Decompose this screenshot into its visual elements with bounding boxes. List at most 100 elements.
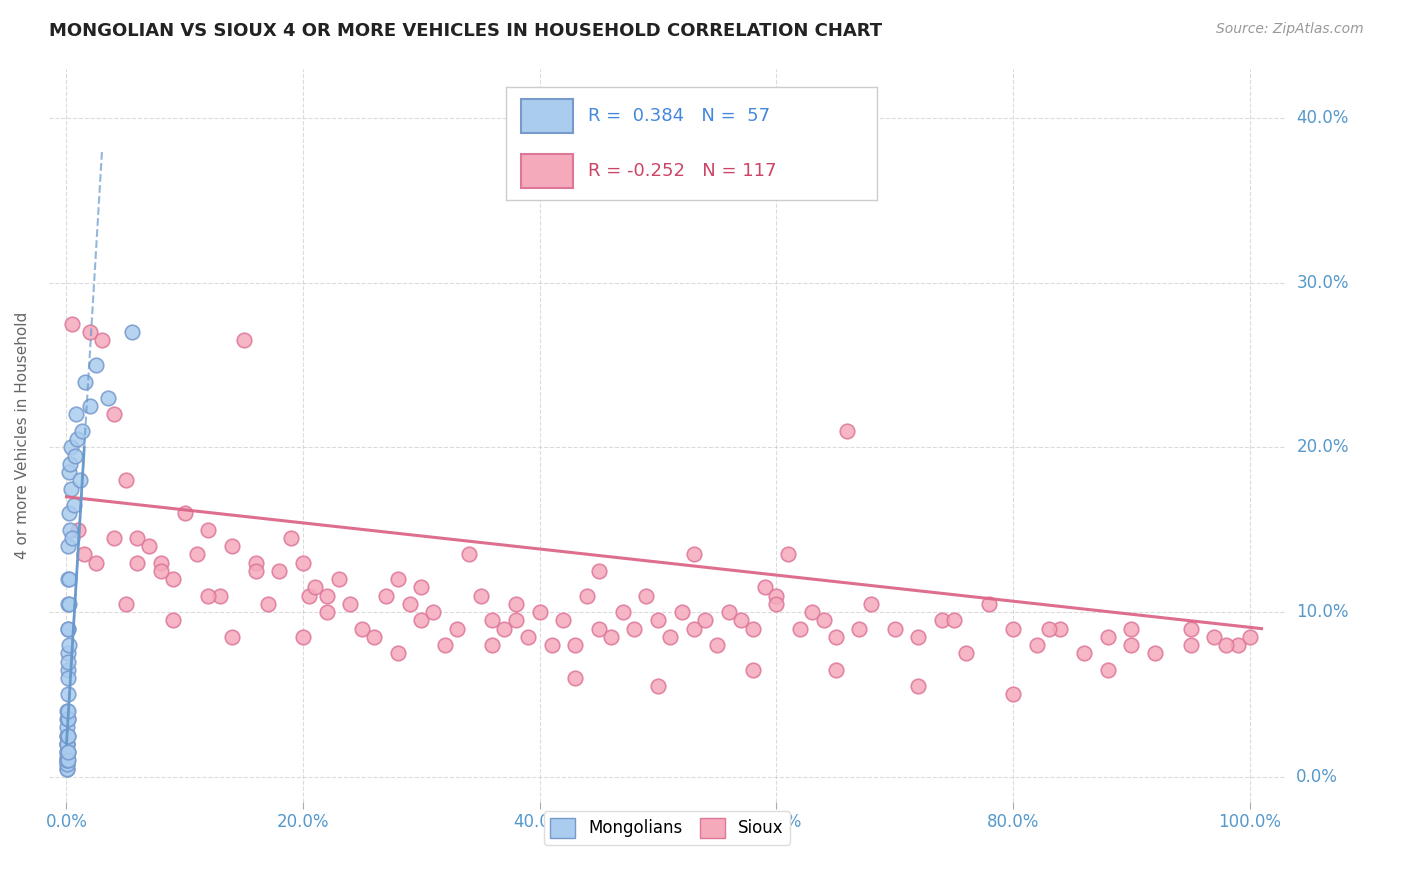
Y-axis label: 4 or more Vehicles in Household: 4 or more Vehicles in Household [15,311,30,558]
Point [197,589,219,603]
Point [741,663,763,677]
Point [66,432,89,446]
Point [186,548,208,562]
Point [741,622,763,636]
Point [56,737,79,751]
Point [79,325,101,339]
Point [197,523,219,537]
Point [1180,638,1202,652]
Point [328,572,350,586]
Point [56,663,79,677]
Point [55,762,77,776]
Point [114,597,136,611]
Point [280,531,302,545]
Point [398,597,420,611]
Point [73,548,96,562]
Point [979,597,1001,611]
Point [292,556,315,570]
Point [65,408,87,422]
Point [553,613,575,627]
Point [127,556,149,570]
Point [800,605,823,619]
Point [75,375,97,389]
Point [599,630,621,644]
Point [411,613,433,627]
Point [540,638,562,652]
Point [56,762,79,776]
Point [56,756,79,771]
Point [56,622,79,636]
Point [221,630,243,644]
Point [121,325,143,339]
Point [387,646,409,660]
Point [481,613,503,627]
Point [60,441,83,455]
Point [298,589,321,603]
Text: 10.0%: 10.0% [1296,603,1348,621]
Point [422,605,444,619]
Point [150,564,173,578]
Point [837,424,859,438]
Point [942,613,965,627]
Text: Source: ZipAtlas.com: Source: ZipAtlas.com [1216,22,1364,37]
Point [529,605,551,619]
Point [612,605,634,619]
Point [56,745,79,759]
Point [860,597,883,611]
Point [315,589,337,603]
Point [1121,638,1143,652]
Point [1025,638,1047,652]
Point [56,712,79,726]
Point [162,572,184,586]
Point [824,630,846,644]
Point [173,506,195,520]
Point [292,630,315,644]
Point [682,622,704,636]
Point [1097,663,1119,677]
Text: 20.0%: 20.0% [1296,438,1348,457]
Point [623,622,645,636]
Point [114,474,136,488]
Point [56,737,79,751]
Point [1097,630,1119,644]
Point [56,753,79,767]
Point [56,572,79,586]
Point [127,531,149,545]
Point [56,729,79,743]
Point [375,589,398,603]
Point [588,564,610,578]
Point [1239,630,1261,644]
Point [58,638,80,652]
Point [56,646,79,660]
Point [481,638,503,652]
Point [1144,646,1167,660]
Point [58,465,80,479]
Point [58,539,80,553]
Point [56,729,79,743]
Point [588,622,610,636]
Point [730,613,752,627]
Point [56,729,79,743]
Point [84,556,107,570]
Point [516,630,538,644]
Point [564,671,586,685]
Point [824,663,846,677]
Point [58,506,80,520]
Legend: Mongolians, Sioux: Mongolians, Sioux [544,811,790,845]
Point [931,613,953,627]
Point [1073,646,1095,660]
Point [56,737,79,751]
Point [56,753,79,767]
Point [813,613,835,627]
Point [150,556,173,570]
Point [56,704,79,718]
Point [56,745,79,759]
Point [647,679,669,693]
Point [883,622,905,636]
Text: 0.0%: 0.0% [1296,768,1339,786]
Point [103,531,125,545]
Point [58,622,80,636]
Point [1180,622,1202,636]
Point [955,646,977,660]
Point [103,408,125,422]
